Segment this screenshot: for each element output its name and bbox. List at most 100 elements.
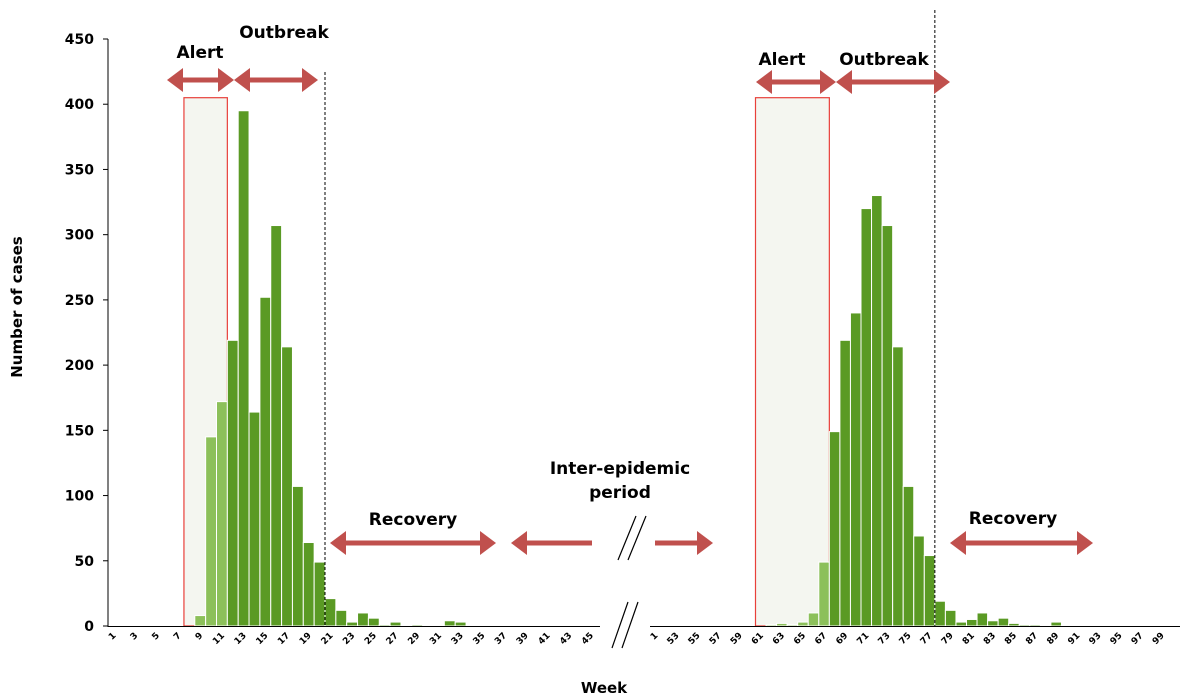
bar xyxy=(1029,624,1041,627)
x-tick-label: 39 xyxy=(515,631,531,647)
bar xyxy=(881,225,894,627)
x-tick-label: 25 xyxy=(363,631,379,647)
x-tick-label: 29 xyxy=(406,631,422,647)
x-tick-label: 57 xyxy=(708,631,724,647)
bar xyxy=(378,624,391,627)
x-tick-label: 87 xyxy=(1024,631,1040,647)
bar xyxy=(797,621,809,627)
bar xyxy=(367,617,380,627)
y-tick-label: 250 xyxy=(65,293,94,309)
x-tick-label: 41 xyxy=(537,631,553,647)
alert-box xyxy=(754,97,830,627)
bar xyxy=(194,615,207,627)
bar xyxy=(923,555,936,627)
bar xyxy=(454,621,467,627)
break-mark-lower-2 xyxy=(621,601,639,649)
x-tick-label: 21 xyxy=(320,631,336,647)
alert-arrow-right xyxy=(756,70,836,94)
axis-break-marks xyxy=(611,515,647,649)
annotation-arrows xyxy=(167,68,1093,555)
bar xyxy=(776,622,788,627)
x-tick-label: 89 xyxy=(1045,631,1061,647)
outbreak-label-left: Outbreak xyxy=(239,23,329,43)
bar xyxy=(1018,624,1031,627)
inter-epidemic-arrow-right xyxy=(655,531,713,555)
bar xyxy=(216,401,228,627)
y-tick-label: 100 xyxy=(65,489,94,505)
x-tick-label: 5 xyxy=(150,631,162,643)
y-tick-label: 400 xyxy=(65,97,94,113)
bar xyxy=(913,535,925,627)
bar xyxy=(786,624,799,627)
bar xyxy=(997,617,1010,627)
x-tick-label: 13 xyxy=(233,631,249,647)
bar xyxy=(987,620,999,627)
outbreak-label-right: Outbreak xyxy=(839,50,929,70)
x-tick-label: 81 xyxy=(961,631,977,647)
x-tick-label: 3 xyxy=(129,631,141,643)
y-tick-labels: 0 50 100 150 200 250 300 350 400 450 xyxy=(65,32,94,635)
break-mark-upper-2 xyxy=(627,515,647,561)
bar xyxy=(291,485,304,627)
recovery-label-right: Recovery xyxy=(969,509,1057,529)
y-tick-label: 50 xyxy=(75,554,95,570)
x-tick-label: 23 xyxy=(341,631,357,647)
x-tick-label: 55 xyxy=(687,631,703,647)
bar xyxy=(1008,622,1020,627)
x-tick-label: 53 xyxy=(666,631,682,647)
x-tick-label: 59 xyxy=(729,631,745,647)
x-tick-label: 77 xyxy=(919,631,935,647)
x-axis-label: Week xyxy=(581,679,628,695)
recovery-label-left: Recovery xyxy=(369,510,457,530)
y-tick-label: 0 xyxy=(84,619,94,635)
x-tick-label: 79 xyxy=(940,631,956,647)
bar xyxy=(226,339,239,627)
bar xyxy=(944,609,957,627)
alert-label-right: Alert xyxy=(758,50,805,70)
x-tick-label: 31 xyxy=(428,631,444,647)
x-tick-label: 17 xyxy=(276,631,292,647)
y-tick-label: 150 xyxy=(65,423,94,439)
x-tick-label: 37 xyxy=(493,631,509,647)
x-tick-label: 15 xyxy=(255,631,271,647)
break-mark-lower-1 xyxy=(611,601,629,649)
bar xyxy=(248,411,261,627)
x-tick-label: 61 xyxy=(750,631,766,647)
outbreak-end-lines xyxy=(324,10,936,626)
bar xyxy=(871,195,883,627)
bar xyxy=(237,110,250,627)
x-tick-label: 43 xyxy=(558,631,574,647)
x-tick-label: 63 xyxy=(771,631,787,647)
x-tick-label: 97 xyxy=(1130,631,1146,647)
y-tick-label: 300 xyxy=(65,228,94,244)
x-tick-label: 73 xyxy=(877,631,893,647)
break-mark-upper-1 xyxy=(617,515,637,561)
bar xyxy=(335,609,348,627)
alert-boxes xyxy=(183,97,830,627)
x-tick-label: 45 xyxy=(580,631,596,647)
x-tick-label: 85 xyxy=(1003,631,1019,647)
x-tick-label: 1 xyxy=(107,631,119,643)
bar xyxy=(205,436,217,627)
bar xyxy=(934,600,946,627)
bar xyxy=(818,561,830,627)
outbreak-arrow-right xyxy=(836,70,950,94)
inter-epidemic-label-line1: Inter-epidemic xyxy=(550,459,690,479)
bar xyxy=(765,624,778,627)
bars-layer xyxy=(194,110,1062,627)
x-tick-labels: 1 3 5 7 9 11 13 15 17 19 21 23 25 27 29 31 33 35 37 39 41 43 4… xyxy=(107,631,1167,647)
x-tick-label: 71 xyxy=(855,631,871,647)
x-tick-label: 27 xyxy=(385,631,401,647)
bar xyxy=(807,612,820,627)
x-tick-label: 7 xyxy=(172,631,184,643)
bar xyxy=(966,618,978,627)
x-tick-label: 69 xyxy=(834,631,850,647)
y-axis-label: Number of cases xyxy=(8,236,26,378)
x-tick-label: 95 xyxy=(1109,631,1125,647)
bar xyxy=(976,612,989,627)
x-tick-label: 19 xyxy=(298,631,314,647)
bar xyxy=(955,621,968,627)
x-tick-label: 67 xyxy=(813,631,829,647)
bar xyxy=(860,208,873,627)
